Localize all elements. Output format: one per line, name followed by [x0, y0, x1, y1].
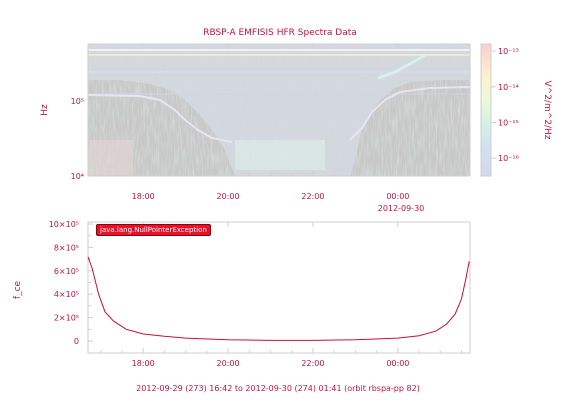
spectrogram-ylabel: Hz: [40, 104, 50, 116]
colorbar-tick-label: 10⁻¹⁴: [498, 83, 519, 92]
spectrogram-curve-left: [88, 94, 233, 143]
fce-y-ticks: 0 2×10⁵ 4×10⁵ 6×10⁵ 8×10⁵ 10×10⁵: [49, 220, 93, 346]
y-tick-label: 8×10⁵: [54, 243, 79, 252]
y-tick-label: 10⁴: [71, 172, 84, 181]
x-tick-label: 22:00: [301, 359, 324, 368]
x-tick-label: 00:00: [386, 192, 409, 201]
x-tick-label: 20:00: [217, 192, 240, 201]
spectrogram-y-ticks: 10⁴ 10⁵: [71, 97, 93, 181]
colorbar-ticks: 10⁻¹³ 10⁻¹⁴ 10⁻¹⁵ 10⁻¹⁶: [491, 47, 519, 163]
spectrogram-x-sublabel: 2012-09-30: [378, 204, 425, 213]
x-tick-label: 00:00: [386, 359, 409, 368]
fce-ylabel: f_ce: [13, 280, 23, 299]
colorbar: 10⁻¹³ 10⁻¹⁴ 10⁻¹⁵ 10⁻¹⁶ V^2/m^2/Hz: [480, 43, 552, 177]
fce-frame: [87, 221, 471, 354]
fce-series-line: [87, 256, 470, 341]
colorbar-tick-label: 10⁻¹⁶: [498, 154, 519, 163]
x-tick-label: 18:00: [132, 359, 155, 368]
spectrogram-lowband-left: [88, 140, 133, 176]
y-tick-label: 6×10⁵: [54, 267, 79, 276]
x-tick-label: 18:00: [132, 192, 155, 201]
spectrogram-panel: 18:00 20:00 22:00 00:00 10⁴ 10⁵ Hz 2012-09-3…: [40, 43, 471, 213]
y-tick-label: 4×10⁵: [54, 290, 79, 299]
colorbar-gradient: [480, 43, 492, 177]
y-tick-label: 2×10⁵: [54, 314, 79, 323]
y-tick-label: 10×10⁵: [49, 220, 79, 229]
colorbar-label: V^2/m^2/Hz: [542, 80, 552, 139]
spectrogram-upper-region: [88, 44, 470, 176]
error-badge: java.lang.NullPointerException: [96, 224, 211, 236]
y-tick-label: 0: [74, 337, 79, 346]
x-tick-label: 20:00: [217, 359, 240, 368]
colorbar-tick-label: 10⁻¹³: [498, 47, 519, 56]
colorbar-tick-label: 10⁻¹⁵: [498, 118, 519, 127]
spectrogram-curve-right: [349, 86, 470, 141]
fce-panel: 18:00 20:00 22:00 00:00 0 2×10⁵ 4×10⁵ 6×10⁵ 8×1…: [13, 220, 471, 368]
footer-caption: 2012-09-29 (273) 16:42 to 2012-09-30 (27…: [136, 384, 420, 393]
chart-title: RBSP-A EMFISIS HFR Spectra Data: [203, 28, 357, 38]
y-tick-label: 10⁵: [71, 97, 84, 106]
spectrogram-x-ticks: 18:00 20:00 22:00 00:00: [100, 44, 463, 201]
x-tick-label: 22:00: [301, 192, 324, 201]
spectrogram-frame: [87, 43, 471, 177]
spectrogram-emission-right: [377, 53, 426, 80]
spectrogram-lowband-center: [235, 140, 325, 170]
